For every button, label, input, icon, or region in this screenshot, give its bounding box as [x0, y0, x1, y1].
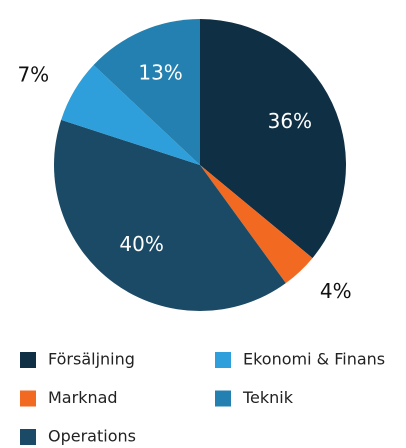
slice-label: 36%: [268, 109, 312, 133]
slice-label: 40%: [119, 232, 163, 256]
pie-slice: [200, 165, 313, 284]
legend-swatch: [215, 352, 231, 368]
pie-slice: [200, 19, 346, 259]
legend-label: Marknad: [48, 388, 118, 407]
legend-label: Ekonomi & Finans: [243, 350, 385, 369]
legend-swatch: [20, 390, 36, 407]
slice-label: 7%: [17, 62, 49, 86]
legend-swatch: [215, 390, 231, 407]
slice-label: 13%: [138, 60, 182, 84]
pie-slice: [93, 19, 200, 165]
pie-slice: [61, 65, 200, 165]
legend-swatch: [20, 429, 36, 445]
legend-label: Teknik: [242, 388, 294, 407]
legend-label: Försäljning: [48, 350, 135, 369]
legend-label: Operations: [48, 427, 136, 446]
pie-slice: [54, 119, 286, 312]
legend-swatch: [20, 352, 36, 368]
slice-label: 4%: [320, 279, 352, 303]
